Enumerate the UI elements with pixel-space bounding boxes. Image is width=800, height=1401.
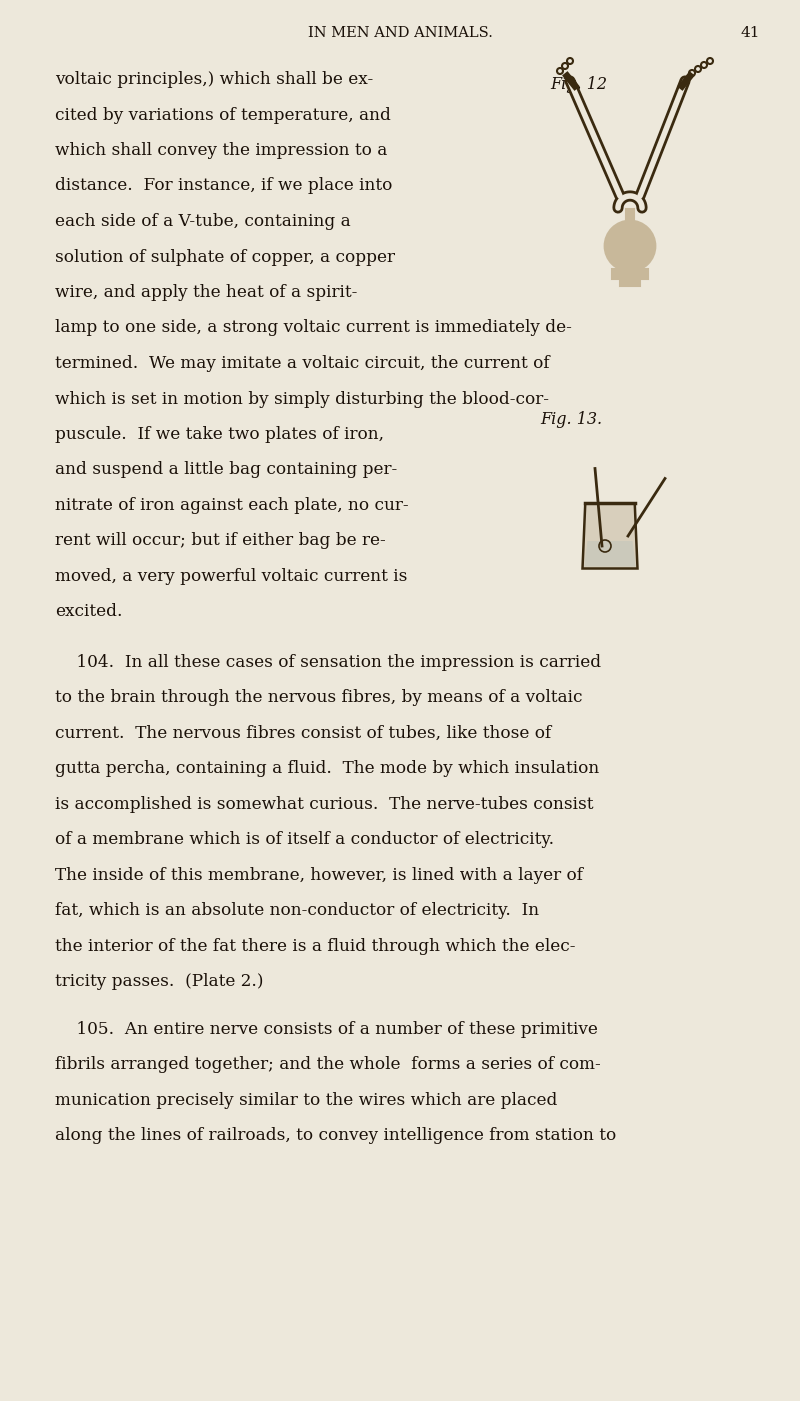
Text: The inside of this membrane, however, is lined with a layer of: The inside of this membrane, however, is… [55, 867, 583, 884]
Text: current.  The nervous fibres consist of tubes, like those of: current. The nervous fibres consist of t… [55, 724, 551, 743]
Circle shape [605, 221, 655, 270]
Text: gutta percha, containing a fluid.  The mode by which insulation: gutta percha, containing a fluid. The mo… [55, 761, 599, 778]
Text: and suspend a little bag containing per-: and suspend a little bag containing per- [55, 461, 398, 479]
Polygon shape [584, 541, 636, 566]
Text: is accomplished is somewhat curious.  The nerve-tubes consist: is accomplished is somewhat curious. The… [55, 796, 594, 813]
Text: lamp to one side, a strong voltaic current is immediately de-: lamp to one side, a strong voltaic curre… [55, 319, 572, 336]
Text: 105.  An entire nerve consists of a number of these primitive: 105. An entire nerve consists of a numbe… [55, 1021, 598, 1038]
Text: wire, and apply the heat of a spirit-: wire, and apply the heat of a spirit- [55, 284, 358, 301]
Text: which shall convey the impression to a: which shall convey the impression to a [55, 142, 387, 158]
Text: fat, which is an absolute non-conductor of electricity.  In: fat, which is an absolute non-conductor … [55, 902, 539, 919]
Text: the interior of the fat there is a fluid through which the elec-: the interior of the fat there is a fluid… [55, 939, 575, 955]
Text: rent will occur; but if either bag be re-: rent will occur; but if either bag be re… [55, 532, 386, 549]
Polygon shape [582, 503, 638, 569]
Text: Fig. 13.: Fig. 13. [540, 410, 602, 427]
Text: solution of sulphate of copper, a copper: solution of sulphate of copper, a copper [55, 248, 395, 266]
Text: voltaic principles,) which shall be ex-: voltaic principles,) which shall be ex- [55, 71, 374, 88]
Text: fibrils arranged together; and the whole  forms a series of com-: fibrils arranged together; and the whole… [55, 1056, 601, 1073]
Text: each side of a V-tube, containing a: each side of a V-tube, containing a [55, 213, 350, 230]
Text: IN MEN AND ANIMALS.: IN MEN AND ANIMALS. [307, 27, 493, 41]
Text: which is set in motion by simply disturbing the blood-cor-: which is set in motion by simply disturb… [55, 391, 549, 408]
Text: of a membrane which is of itself a conductor of electricity.: of a membrane which is of itself a condu… [55, 832, 554, 849]
FancyBboxPatch shape [620, 277, 640, 286]
FancyBboxPatch shape [612, 269, 648, 279]
Text: nitrate of iron against each plate, no cur-: nitrate of iron against each plate, no c… [55, 497, 409, 514]
Text: excited.: excited. [55, 604, 122, 621]
Text: along the lines of railroads, to convey intelligence from station to: along the lines of railroads, to convey … [55, 1128, 616, 1145]
Text: distance.  For instance, if we place into: distance. For instance, if we place into [55, 178, 392, 195]
Text: 104.  In all these cases of sensation the impression is carried: 104. In all these cases of sensation the… [55, 654, 601, 671]
Text: cited by variations of temperature, and: cited by variations of temperature, and [55, 106, 391, 123]
Text: to the brain through the nervous fibres, by means of a voltaic: to the brain through the nervous fibres,… [55, 689, 582, 706]
Text: moved, a very powerful voltaic current is: moved, a very powerful voltaic current i… [55, 567, 407, 586]
Text: puscule.  If we take two plates of iron,: puscule. If we take two plates of iron, [55, 426, 384, 443]
Text: Fig. 12: Fig. 12 [550, 76, 607, 92]
Text: termined.  We may imitate a voltaic circuit, the current of: termined. We may imitate a voltaic circu… [55, 354, 550, 373]
Text: 41: 41 [741, 27, 760, 41]
FancyBboxPatch shape [626, 209, 634, 223]
Text: munication precisely similar to the wires which are placed: munication precisely similar to the wire… [55, 1091, 558, 1110]
Text: tricity passes.  (Plate 2.): tricity passes. (Plate 2.) [55, 974, 263, 991]
